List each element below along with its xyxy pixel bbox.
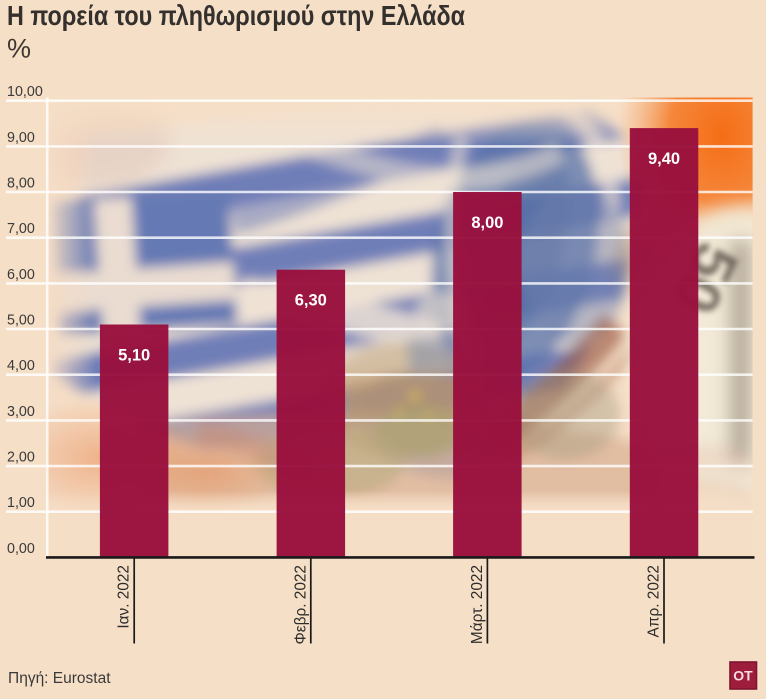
svg-text:OT: OT <box>733 668 753 684</box>
svg-text:8,00: 8,00 <box>471 214 503 232</box>
svg-text:Φεβρ. 2022: Φεβρ. 2022 <box>292 565 309 645</box>
svg-text:1,00: 1,00 <box>7 495 35 511</box>
svg-text:5,00: 5,00 <box>7 313 35 329</box>
svg-text:5,10: 5,10 <box>118 347 150 365</box>
svg-text:4,00: 4,00 <box>7 358 35 374</box>
svg-text:9,00: 9,00 <box>7 130 35 146</box>
svg-text:3,00: 3,00 <box>7 404 35 420</box>
svg-text:Πηγή: Eurostat: Πηγή: Eurostat <box>8 670 111 687</box>
svg-text:6,30: 6,30 <box>295 292 327 310</box>
svg-text:Ιαν. 2022: Ιαν. 2022 <box>116 565 133 629</box>
svg-text:0,00: 0,00 <box>7 541 35 557</box>
svg-text:6,00: 6,00 <box>7 267 35 283</box>
svg-text:Μάρτ. 2022: Μάρτ. 2022 <box>469 565 486 644</box>
svg-text:Απρ. 2022: Απρ. 2022 <box>646 565 663 637</box>
svg-text:8,00: 8,00 <box>7 176 35 192</box>
svg-text:2,00: 2,00 <box>7 450 35 466</box>
svg-text:%: % <box>7 34 31 64</box>
svg-text:9,40: 9,40 <box>648 150 680 168</box>
svg-text:7,00: 7,00 <box>7 221 35 237</box>
svg-text:Η πορεία του πληθωρισμού στην: Η πορεία του πληθωρισμού στην Ελλάδα <box>7 0 465 31</box>
svg-text:10,00: 10,00 <box>7 84 43 100</box>
